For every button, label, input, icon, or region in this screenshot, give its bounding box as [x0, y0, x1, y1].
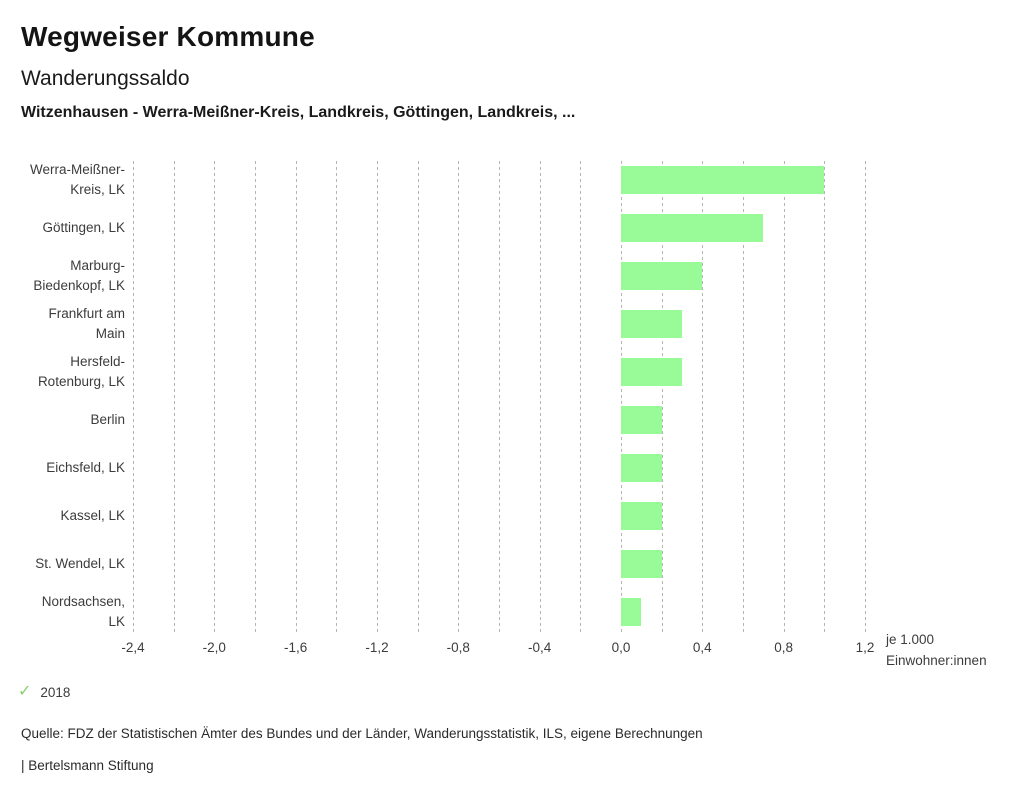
y-axis-label: Eichsfeld, LK: [46, 460, 125, 475]
y-axis-label: Frankfurt am Main: [48, 306, 125, 341]
bar-marburg-biedenkopf-lk[interactable]: [621, 262, 703, 290]
gridline: [783, 161, 785, 633]
x-axis-tick-label: -2,4: [121, 640, 145, 655]
x-axis-unit-label: je 1.000 Einwohner:innen: [886, 629, 987, 671]
y-axis-label: Werra-Meißner- Kreis, LK: [29, 162, 125, 197]
y-axis-label: Nordsachsen, LK: [41, 594, 125, 629]
bar-chart: Werra-Meißner- Kreis, LK Göttingen, LK Marb…: [0, 156, 1024, 636]
x-axis-tick-label: 1,2: [855, 640, 875, 655]
gridline: [377, 161, 378, 633]
gridline: [417, 161, 419, 633]
x-axis-tick-label: -2,0: [202, 640, 226, 655]
x-axis-tick-label: -1,2: [365, 640, 389, 655]
selection-subtitle: Witzenhausen - Werra-Meißner-Kreis, Land…: [21, 104, 576, 121]
gridline: [295, 161, 297, 633]
y-axis-label: Berlin: [90, 412, 125, 427]
bar-frankfurt-am-main[interactable]: [621, 310, 682, 338]
gridline: [214, 161, 216, 633]
y-axis-label: Kassel, LK: [60, 508, 125, 523]
bar-st-wendel-lk[interactable]: [621, 550, 662, 578]
legend-item-2018[interactable]: ✓ 2018: [18, 684, 70, 700]
y-axis-label: Göttingen, LK: [42, 220, 125, 235]
gridline: [499, 161, 500, 633]
gridline: [702, 161, 704, 633]
bar-goettingen-lk[interactable]: [621, 214, 764, 242]
indicator-title: Wanderungssaldo: [21, 67, 190, 90]
gridline: [539, 161, 541, 633]
y-axis-labels: Werra-Meißner- Kreis, LK Göttingen, LK Marb…: [0, 156, 125, 636]
legend-label: 2018: [40, 684, 71, 700]
x-axis-tick-label: -1,6: [284, 640, 308, 655]
gridline: [173, 161, 175, 633]
page-title: Wegweiser Kommune: [21, 21, 315, 52]
x-axis-tick-label: 0,4: [692, 640, 712, 655]
gridline: [255, 161, 256, 633]
bar-berlin[interactable]: [621, 406, 662, 434]
plot-area: [133, 156, 866, 636]
bar-nordsachsen-lk[interactable]: [621, 598, 642, 626]
y-axis-label: Marburg- Biedenkopf, LK: [33, 258, 125, 293]
x-axis-tick-label: 0,0: [611, 640, 631, 655]
bar-werra-meissner-kreis-lk[interactable]: [621, 166, 825, 194]
gridline: [824, 161, 826, 633]
gridline: [133, 161, 134, 633]
x-axis-tick-label: 0,8: [774, 640, 794, 655]
x-axis-unit-line-2: Einwohner:innen: [886, 653, 987, 668]
gridline: [458, 161, 460, 633]
bar-hersfeld-rotenburg-lk[interactable]: [621, 358, 682, 386]
footer-attribution: | Bertelsmann Stiftung: [21, 758, 154, 773]
gridline: [743, 161, 744, 633]
y-axis-label: Hersfeld- Rotenburg, LK: [37, 354, 125, 389]
source-line: Quelle: FDZ der Statistischen Ämter des …: [21, 726, 703, 741]
gridline: [580, 161, 582, 633]
check-icon: ✓: [18, 683, 32, 700]
gridline: [661, 161, 663, 633]
y-axis-label: St. Wendel, LK: [35, 556, 125, 571]
gridline: [865, 161, 866, 633]
bar-kassel-lk[interactable]: [621, 502, 662, 530]
gridline: [621, 161, 622, 633]
x-axis-tick-label: -0,8: [446, 640, 470, 655]
x-axis-unit-line-1: je 1.000: [886, 632, 935, 647]
x-axis: -2,4 -2,0 -1,6 -1,2 -0,8 -0,4 0,0 0,4 0,8 1,2: [0, 640, 1024, 658]
bar-eichsfeld-lk[interactable]: [621, 454, 662, 482]
gridline: [336, 161, 338, 633]
x-axis-tick-label: -0,4: [528, 640, 552, 655]
